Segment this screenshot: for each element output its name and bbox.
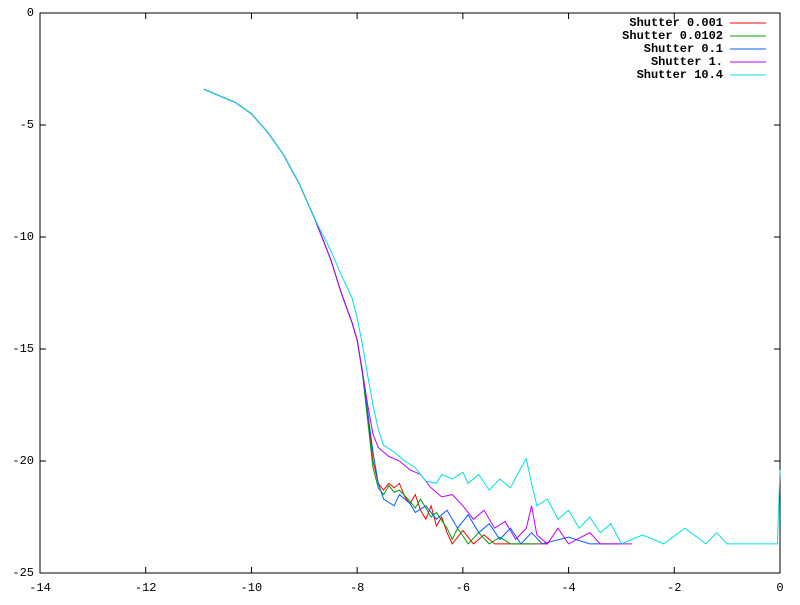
x-tick-label: 0 [776, 581, 783, 595]
legend-label: Shutter 10.4 [637, 68, 723, 82]
x-tick-label: -10 [241, 581, 263, 595]
legend-label: Shutter 0.0102 [622, 29, 723, 43]
x-tick-label: -4 [561, 581, 575, 595]
legend-label: Shutter 0.1 [644, 42, 723, 56]
legend-label: Shutter 0.001 [629, 16, 723, 30]
x-tick-label: -8 [350, 581, 364, 595]
series-line [203, 88, 537, 545]
x-tick-label: -12 [135, 581, 157, 595]
y-tick-label: -10 [12, 230, 34, 244]
y-tick-label: -5 [20, 118, 34, 132]
series-line [203, 88, 622, 545]
x-tick-label: -14 [29, 581, 51, 595]
series-line [203, 88, 548, 545]
legend-label: Shutter 1. [651, 55, 723, 69]
y-tick-label: -25 [12, 566, 34, 580]
y-tick-label: 0 [27, 6, 34, 20]
x-tick-label: -6 [456, 581, 470, 595]
series-line [203, 88, 781, 545]
y-tick-label: -15 [12, 342, 34, 356]
series-line [203, 88, 632, 545]
y-tick-label: -20 [12, 454, 34, 468]
x-tick-label: -2 [667, 581, 681, 595]
plot-frame [39, 12, 781, 574]
